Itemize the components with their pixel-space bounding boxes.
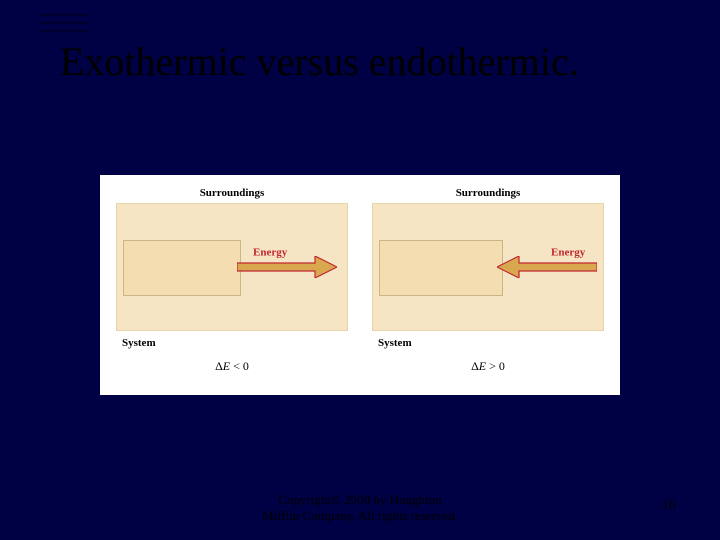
decor-line [38,22,90,24]
diagram-panels: Surroundings Energy System ΔE < 0 Surrou… [116,187,604,374]
copyright-line2: Mifflin Company. All rights reserved. [262,508,458,523]
panel-box: Energy [372,203,604,331]
diagram-container: Surroundings Energy System ΔE < 0 Surrou… [100,175,620,395]
arrow-left-icon [497,256,597,278]
decor-line [38,14,90,16]
system-label: System [378,337,412,349]
system-box [123,240,241,296]
system-box [379,240,503,296]
copyright-line1: Copyright© 2000 by Houghton [278,492,441,507]
panel-endothermic: Surroundings Energy System ΔE > 0 [372,187,604,374]
delta-e-label: ΔE < 0 [215,359,249,374]
system-label: System [122,337,156,349]
decor-line [38,30,90,32]
page-number: 16 [662,498,676,514]
surroundings-label: Surroundings [200,187,265,199]
delta-e-label: ΔE > 0 [471,359,505,374]
panel-box: Energy [116,203,348,331]
slide-title: Exothermic versus endothermic. [60,38,579,85]
surroundings-label: Surroundings [456,187,521,199]
panel-exothermic: Surroundings Energy System ΔE < 0 [116,187,348,374]
copyright-text: Copyright© 2000 by Houghton Mifflin Comp… [262,492,458,525]
arrow-right-icon [237,256,337,278]
